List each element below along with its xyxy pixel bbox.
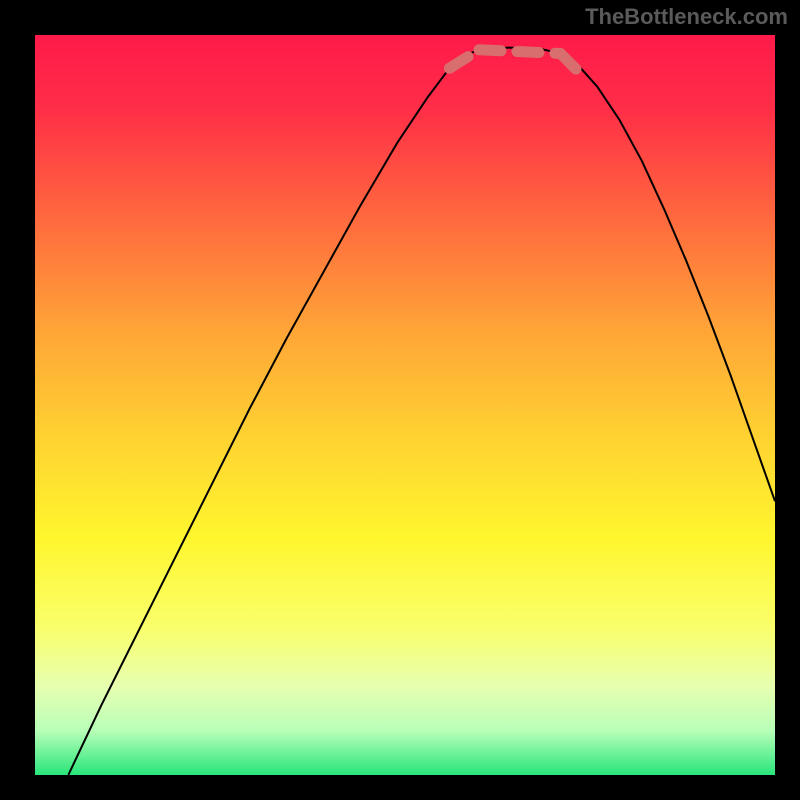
bottleneck-curve-chart [35,35,775,775]
chart-container [35,35,775,775]
watermark-text: TheBottleneck.com [585,4,788,30]
gradient-background [35,35,775,775]
